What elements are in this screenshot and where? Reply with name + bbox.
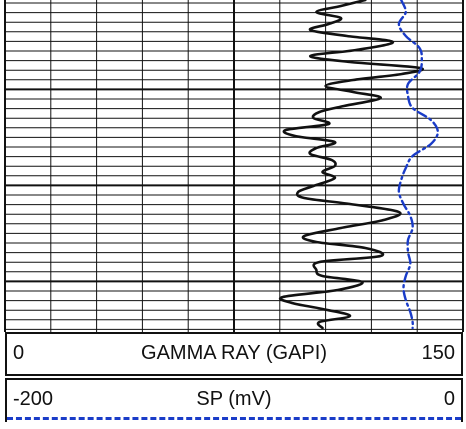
sp-min-label: -200 (13, 388, 54, 410)
sp-scale-header: -200 SP (mV) 0 (5, 378, 463, 422)
gamma-ray-curve (278, 0, 424, 330)
gamma-ray-curve-name: GAMMA RAY (GAPI) (141, 342, 327, 364)
gamma-ray-scale-header: 0 GAMMA RAY (GAPI) 150 (5, 332, 463, 376)
grid-lines (4, 0, 464, 332)
log-track (4, 0, 464, 332)
sp-line-style-sample (7, 417, 461, 420)
curves (278, 0, 439, 330)
sp-curve (397, 0, 439, 330)
sp-max-label: 0 (443, 388, 455, 410)
gamma-ray-min-label: 0 (13, 342, 25, 364)
sp-curve-name: SP (mV) (196, 388, 272, 410)
gamma-ray-max-label: 150 (421, 342, 455, 364)
